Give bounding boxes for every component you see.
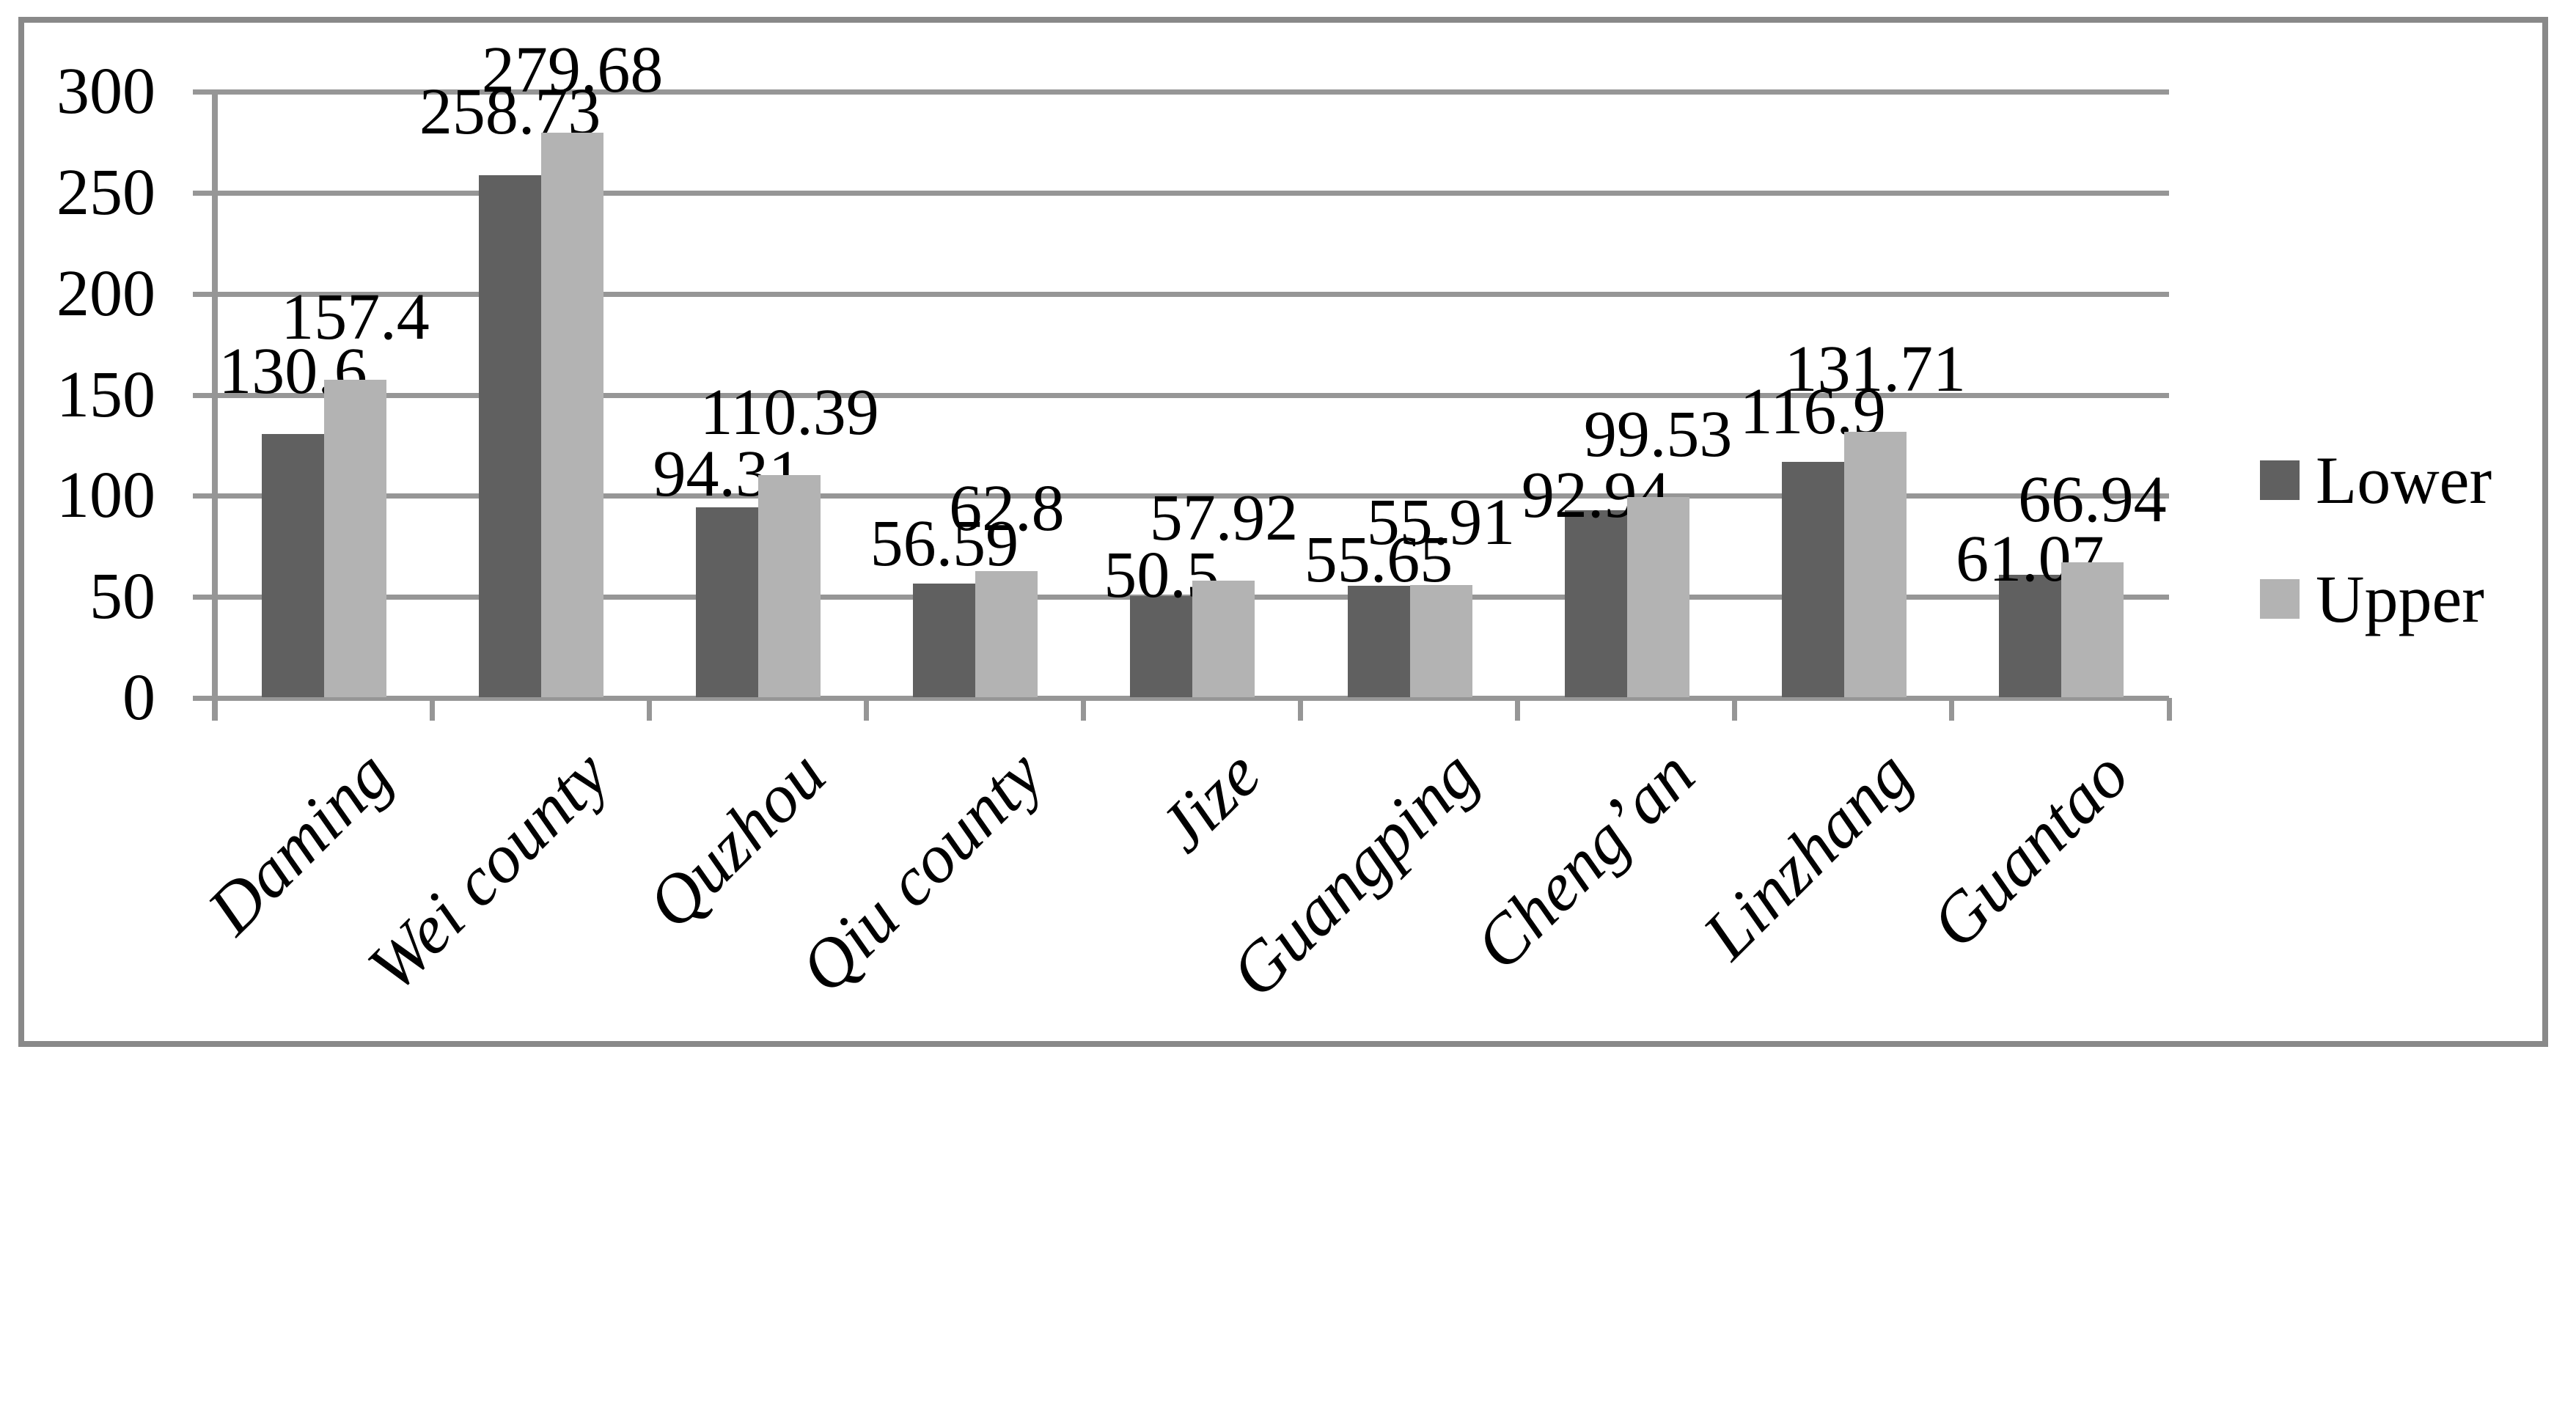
plot-area: 0 50 100 150 200 250 300 130.6 258.73 94.31 56.59 5… [56,34,2172,1012]
value-label-upper: 131.71 [1784,332,1967,405]
y-tick-label: 100 [56,459,155,532]
value-label-upper: 99.53 [1583,397,1733,471]
y-tick-label: 300 [56,55,155,128]
x-tick [1080,698,1086,721]
x-tick [212,698,218,721]
value-label-upper: 55.91 [1366,485,1516,559]
x-tick [1515,698,1521,721]
value-label-upper: 57.92 [1149,482,1299,555]
x-tick [1949,698,1955,721]
bar-lower [1781,461,1844,697]
x-tick [2166,698,2172,721]
bar-lower [696,507,759,697]
bar-upper [324,380,386,697]
bar-upper [758,474,821,697]
chart-frame [18,17,2548,1047]
value-label-upper: 62.8 [949,471,1065,545]
value-label-lower: 55.65 [1304,523,1453,596]
bar-lower [913,584,976,697]
bar-upper [1843,431,1907,697]
gridline [193,89,2169,95]
y-tick-label: 50 [89,560,155,633]
value-label-upper: 157.4 [281,281,430,354]
bar-lower [1130,595,1193,697]
x-tick [1298,698,1304,721]
value-label-upper: 110.39 [700,375,879,449]
y-axis-line [212,92,218,721]
gridline [193,392,2169,398]
bar-upper [541,133,604,697]
legend-label-upper: Upper [2316,562,2484,636]
value-label-lower: 56.59 [870,507,1019,580]
y-tick-label: 200 [56,257,155,330]
legend-item-lower: Lower [2260,446,2492,514]
x-axis-line [193,696,2169,701]
bar-lower [1998,574,2061,697]
gridline [193,190,2169,196]
bar-lower [1347,585,1410,697]
bar-upper [1626,496,1689,697]
bar-lower [479,174,542,697]
legend-label-lower: Lower [2316,443,2492,518]
legend-marker-upper-icon [2260,579,2300,619]
value-label-upper: 66.94 [2018,463,2167,537]
bar-lower [1564,510,1627,697]
bar-upper [2061,562,2124,697]
gridline [193,493,2169,499]
chart-figure: 0 50 100 150 200 250 300 130.6 258.73 94.31 56.59 5… [18,17,2548,1047]
y-tick-label: 250 [56,155,155,229]
x-tick [863,698,869,721]
legend-item-upper: Upper [2260,565,2484,633]
x-tick [646,698,652,721]
bar-upper [1409,584,1472,697]
bar-upper [975,570,1038,697]
y-tick-label: 150 [56,358,155,431]
x-tick [429,698,435,721]
y-tick-label: 0 [122,661,155,734]
value-label-upper: 279.68 [481,34,664,106]
legend-marker-lower-icon [2260,460,2300,500]
bar-lower [262,433,324,697]
gridline [193,291,2169,297]
bar-upper [1192,581,1255,697]
x-tick [1732,698,1738,721]
